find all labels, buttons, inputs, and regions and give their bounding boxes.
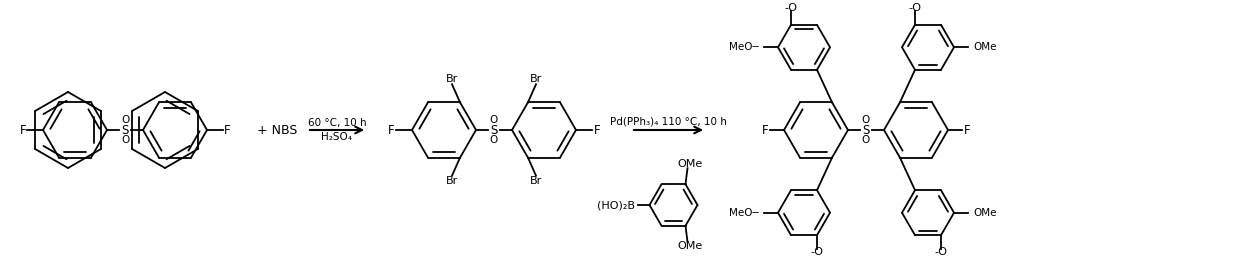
Text: 60 °C, 10 h: 60 °C, 10 h [308, 118, 366, 128]
Text: O: O [490, 115, 498, 125]
Text: Br: Br [530, 74, 542, 84]
Text: Br: Br [446, 74, 458, 84]
Text: O: O [121, 135, 129, 145]
Text: -O: -O [811, 247, 823, 257]
Text: F: F [387, 123, 395, 137]
Text: -O: -O [935, 247, 947, 257]
Text: H₂SO₄: H₂SO₄ [322, 132, 353, 142]
Text: OMe: OMe [973, 208, 997, 218]
Text: O: O [490, 135, 498, 145]
Text: (HO)₂B: (HO)₂B [597, 200, 635, 210]
Text: O: O [862, 135, 870, 145]
Text: + NBS: + NBS [258, 123, 297, 137]
Text: -O: -O [785, 3, 797, 13]
Text: OMe: OMe [677, 241, 702, 251]
Text: F: F [963, 123, 971, 137]
Text: Pd(PPh₃)₄ 110 °C, 10 h: Pd(PPh₃)₄ 110 °C, 10 h [610, 116, 727, 126]
Text: Br: Br [446, 176, 458, 186]
Text: S: S [490, 123, 498, 137]
Text: F: F [761, 123, 769, 137]
Text: F: F [20, 123, 26, 137]
Text: MeO─: MeO─ [729, 42, 759, 52]
Text: OMe: OMe [973, 42, 997, 52]
Text: S: S [121, 123, 129, 137]
Text: Br: Br [530, 176, 542, 186]
Text: -O: -O [909, 3, 921, 13]
Text: F: F [594, 123, 600, 137]
Text: S: S [863, 123, 869, 137]
Text: F: F [224, 123, 230, 137]
Text: O: O [862, 115, 870, 125]
Text: MeO─: MeO─ [729, 208, 759, 218]
Text: OMe: OMe [677, 159, 702, 169]
Text: O: O [121, 115, 129, 125]
